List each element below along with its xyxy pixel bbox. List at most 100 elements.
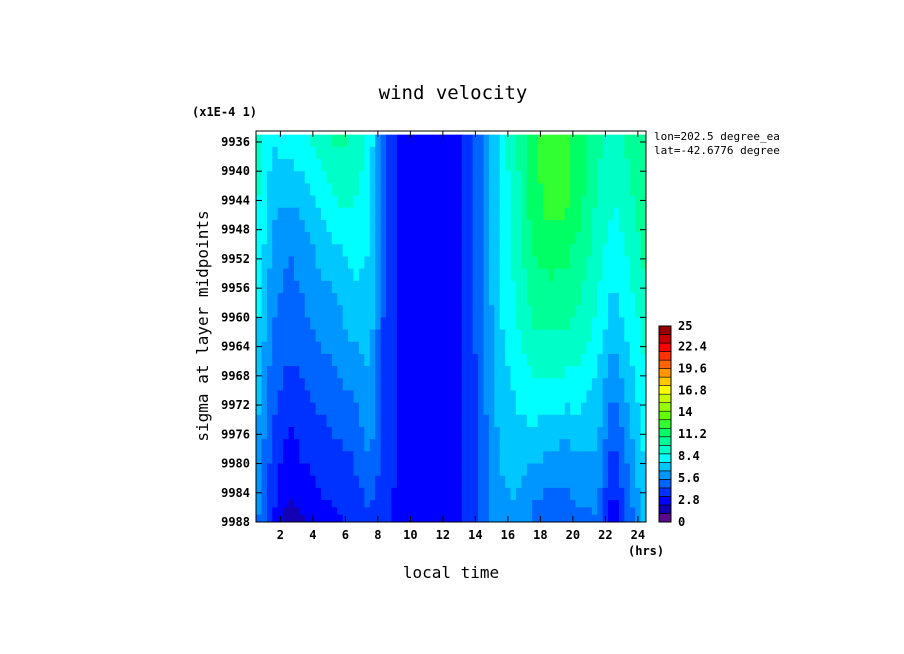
heatmap-cell (364, 159, 371, 172)
heatmap-cell (272, 244, 279, 258)
heatmap-cell (478, 507, 485, 516)
heatmap-cell (348, 463, 355, 477)
heatmap-cell (418, 159, 425, 172)
heatmap-cell (337, 353, 344, 367)
colorbar-tick-label: 25 (678, 319, 692, 333)
heatmap-cell (478, 514, 485, 522)
heatmap-cell (629, 159, 636, 172)
heatmap-cell (272, 451, 279, 465)
heatmap-cell (575, 439, 582, 452)
heatmap-cell (521, 195, 528, 209)
heatmap-cell (256, 341, 263, 355)
heatmap-cell (310, 183, 317, 197)
heatmap-cell (391, 487, 398, 501)
heatmap-cell (413, 134, 420, 148)
heatmap-cell (326, 305, 333, 318)
heatmap-cell (451, 195, 458, 209)
heatmap-cell (293, 378, 300, 392)
heatmap-cell (369, 195, 376, 209)
heatmap-cell (353, 305, 360, 318)
heatmap-cell (451, 341, 458, 355)
heatmap-cell (396, 280, 403, 294)
heatmap-cell (483, 268, 490, 282)
heatmap-cell (402, 500, 409, 508)
heatmap-cell (277, 341, 284, 355)
heatmap-cell (488, 317, 495, 331)
heatmap-cell (277, 195, 284, 209)
heatmap-cell (537, 463, 544, 477)
heatmap-cell (342, 159, 349, 172)
heatmap-cell (396, 207, 403, 221)
heatmap-cell (369, 244, 376, 258)
heatmap-cell (505, 171, 512, 184)
heatmap-cell (321, 475, 328, 489)
heatmap-cell (624, 475, 631, 489)
heatmap-cell (488, 378, 495, 392)
heatmap-cell (413, 268, 420, 282)
heatmap-cell (635, 146, 642, 160)
heatmap-cell (586, 317, 593, 331)
heatmap-cell (613, 378, 620, 392)
heatmap-cell (618, 183, 625, 197)
heatmap-cell (456, 341, 463, 355)
heatmap-cell (288, 514, 295, 522)
heatmap-cell (423, 244, 430, 258)
heatmap-cell (261, 500, 268, 508)
heatmap-cell (407, 219, 414, 233)
heatmap-cell (618, 293, 625, 306)
heatmap-cell (461, 378, 468, 392)
heatmap-cell (293, 305, 300, 318)
heatmap-cell (575, 268, 582, 282)
heatmap-cell (510, 439, 517, 452)
heatmap-cell (581, 134, 588, 148)
heatmap-cell (526, 171, 533, 184)
heatmap-cell (591, 268, 598, 282)
heatmap-cell (283, 426, 290, 440)
heatmap-cell (483, 341, 490, 355)
heatmap-cell (299, 451, 306, 465)
heatmap-cell (532, 451, 539, 465)
heatmap-cell (640, 293, 646, 306)
heatmap-cell (402, 159, 409, 172)
heatmap-cell (423, 500, 430, 508)
heatmap-cell (581, 390, 588, 404)
y-tick-label: 9956 (221, 281, 250, 295)
heatmap-cell (613, 146, 620, 160)
heatmap-cell (472, 280, 479, 294)
heatmap-cell (434, 256, 441, 270)
heatmap-cell (256, 134, 263, 148)
heatmap-cell (369, 378, 376, 392)
heatmap-cell (331, 402, 338, 416)
heatmap-cell (353, 183, 360, 197)
heatmap-cell (304, 159, 311, 172)
heatmap-cell (461, 390, 468, 404)
heatmap-cell (288, 232, 295, 245)
heatmap-cell (429, 232, 436, 245)
heatmap-cell (315, 244, 322, 258)
heatmap-cell (564, 463, 571, 477)
heatmap-cell (499, 183, 506, 197)
heatmap-cell (358, 475, 365, 489)
heatmap-cell (456, 329, 463, 343)
heatmap-cell (586, 366, 593, 379)
heatmap-cell (353, 426, 360, 440)
heatmap-cell (304, 402, 311, 416)
heatmap-cell (407, 244, 414, 258)
heatmap-cell (451, 426, 458, 440)
heatmap-cell (358, 514, 365, 522)
heatmap-cell (326, 378, 333, 392)
y-tick-label: 9976 (221, 427, 250, 441)
heatmap-cell (575, 475, 582, 489)
heatmap-cell (396, 514, 403, 522)
heatmap-cell (608, 341, 615, 355)
heatmap-cell (375, 244, 382, 258)
heatmap-cell (526, 317, 533, 331)
heatmap-cell (304, 439, 311, 452)
heatmap-cell (369, 451, 376, 465)
heatmap-cell (553, 293, 560, 306)
heatmap-cell (505, 280, 512, 294)
heatmap-cell (423, 378, 430, 392)
heatmap-cell (375, 378, 382, 392)
heatmap-cell (369, 329, 376, 343)
heatmap-cell (293, 426, 300, 440)
